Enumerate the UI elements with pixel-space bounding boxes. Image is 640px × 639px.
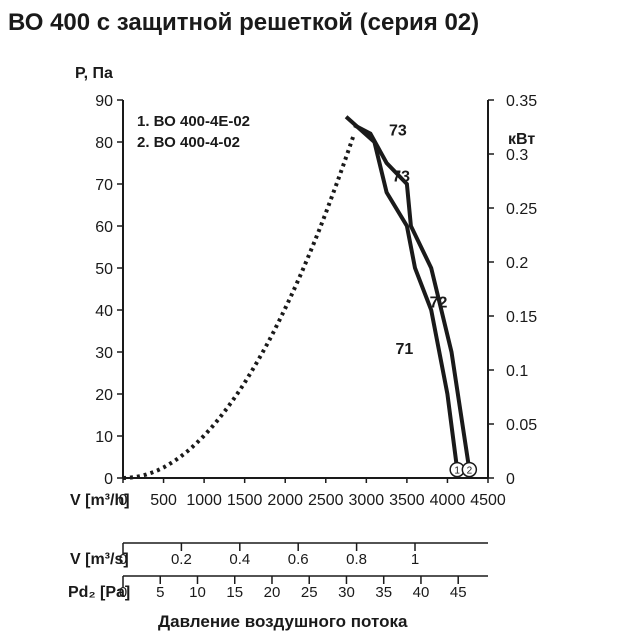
y-tick-label: 20	[95, 387, 113, 404]
secondary-axis-tick-label: 10	[189, 584, 206, 601]
y-tick-label: 10	[95, 429, 113, 446]
legend: 1. ВО 400-4Е-02 2. ВО 400-4-02	[137, 113, 250, 151]
y-tick-label: 60	[95, 219, 113, 236]
legend-entry: 1. ВО 400-4Е-02	[137, 113, 250, 130]
y2-tick-label: 0.3	[506, 147, 528, 164]
y2-tick-label: 0.05	[506, 417, 537, 434]
secondary-axis-tick-label: 0.8	[346, 551, 367, 568]
x-tick-label: 4500	[470, 492, 506, 509]
y2-axis-ticks: 0 0.05 0.1 0.15 0.2 0.25 0.3 0.35	[488, 93, 537, 488]
secondary-axis-label: Pd₂ [Pa]	[68, 584, 130, 601]
secondary-axis-tick-label: 5	[156, 584, 164, 601]
secondary-axis-tick-label: 25	[301, 584, 318, 601]
y2-tick-label: 0	[506, 471, 515, 488]
end-marker-label: 1	[454, 466, 460, 477]
x-tick-label: 3000	[349, 492, 385, 509]
x-axis-label: V [m³/h]	[70, 492, 130, 509]
secondary-axis-tick-label: 45	[450, 584, 467, 601]
y2-tick-label: 0.2	[506, 255, 528, 272]
x-tick-label: 0	[119, 492, 128, 509]
x-tick-label: 2500	[308, 492, 344, 509]
system-curve	[122, 132, 357, 480]
y-axis-ticks: 0 10 20 30 40 50 60 70 80 90	[95, 93, 123, 488]
secondary-axis-tick-label: 20	[264, 584, 281, 601]
x-tick-label: 3500	[389, 492, 425, 509]
curve-label: 73	[389, 122, 407, 139]
curve-label: 73	[392, 169, 410, 186]
x-tick-label: 500	[150, 492, 177, 509]
x-axis-ticks: 0 500 1000 1500 2000 2500 3000 3500 4000 4500	[119, 478, 506, 509]
y-tick-label: 80	[95, 135, 113, 152]
x-tick-label: 4000	[430, 492, 466, 509]
chart-title: ВО 400 с защитной решеткой (серия 02)	[8, 9, 479, 36]
end-marker-label: 2	[467, 466, 473, 477]
plot-area	[122, 100, 489, 479]
curve-label: 71	[396, 341, 414, 358]
y2-tick-label: 0.25	[506, 201, 537, 218]
secondary-axis-tick-label: 30	[338, 584, 355, 601]
series-line-1	[344, 115, 460, 470]
y-tick-label: 40	[95, 303, 113, 320]
secondary-axis-tick-label: 35	[375, 584, 392, 601]
x-tick-label: 2000	[267, 492, 303, 509]
y-tick-label: 70	[95, 177, 113, 194]
secondary-axis-tick-label: 0.2	[171, 551, 192, 568]
series-line-2	[353, 123, 472, 470]
y-axis-label: P, Па	[75, 65, 113, 82]
series-layer: 73 73 72 71 1 2	[122, 115, 478, 480]
secondary-axis-tick-label: 0.6	[288, 551, 309, 568]
y2-tick-label: 0.1	[506, 363, 528, 380]
y-tick-label: 30	[95, 345, 113, 362]
secondary-axis-tick-label: 1	[411, 551, 419, 568]
secondary-axis-tick-label: 40	[413, 584, 430, 601]
secondary-axis-tick-label: 0	[119, 584, 127, 601]
x-axis-title: Давление воздушного потока	[158, 612, 408, 631]
secondary-axis-label: V [m³/s]	[70, 551, 129, 568]
x-tick-label: 1000	[186, 492, 222, 509]
secondary-axis-tick-label: 15	[226, 584, 243, 601]
secondary-axis-tick-label: 0	[119, 551, 127, 568]
secondary-axis-tick-label: 0.4	[229, 551, 250, 568]
y-tick-label: 50	[95, 261, 113, 278]
end-marker-circle	[461, 461, 478, 478]
y2-tick-label: 0.35	[506, 93, 537, 110]
y-tick-label: 0	[104, 471, 113, 488]
y-tick-label: 90	[95, 93, 113, 110]
y2-tick-label: 0.15	[506, 309, 537, 326]
legend-entry: 2. ВО 400-4-02	[137, 134, 240, 151]
y2-axis-label: кВт	[508, 131, 535, 148]
curve-label: 72	[430, 295, 448, 312]
x-tick-label: 1500	[227, 492, 263, 509]
